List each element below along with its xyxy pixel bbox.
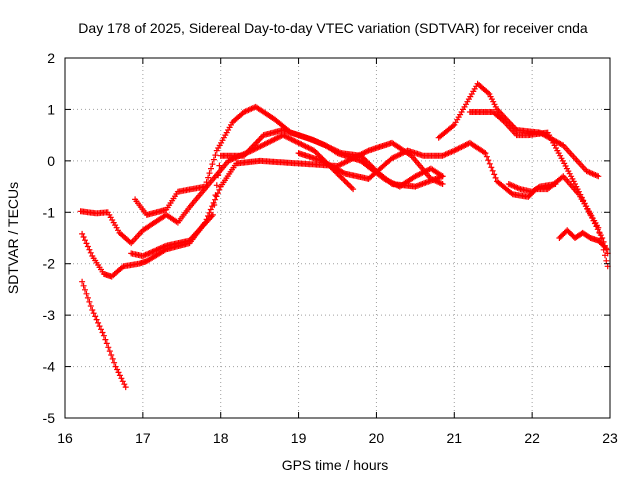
data-marks <box>77 80 611 391</box>
x-tick-label: 22 <box>524 430 540 446</box>
series-track-5 <box>128 127 446 259</box>
grid-lines <box>65 58 610 418</box>
x-tick-label: 20 <box>369 430 385 446</box>
data-point-markers <box>466 109 611 257</box>
data-point-markers <box>79 278 129 391</box>
series-track-8 <box>466 109 611 257</box>
y-tick-label: 1 <box>47 101 55 117</box>
x-tick-label: 23 <box>602 430 618 446</box>
y-tick-label: -5 <box>43 410 56 426</box>
data-point-markers <box>505 181 559 195</box>
data-point-markers <box>295 139 611 270</box>
data-point-markers <box>556 227 610 252</box>
plot-frame <box>64 57 611 419</box>
series-track-7 <box>435 80 602 180</box>
data-point-markers <box>128 127 446 259</box>
y-tick-label: -3 <box>43 307 56 323</box>
y-tick-label: -2 <box>43 256 56 272</box>
axis-ticks: 16 17 18 19 20 21 22 23 -5 -4 -3 -2 -1 0 1 2 <box>43 50 618 446</box>
x-tick-label: 19 <box>291 430 307 446</box>
chart-title: Day 178 of 2025, Sidereal Day-to-day VTE… <box>78 20 588 36</box>
series-track-1 <box>79 278 129 391</box>
x-tick-label: 21 <box>446 430 462 446</box>
y-tick-label: -4 <box>43 359 56 375</box>
series-track-6 <box>295 139 611 270</box>
series-track-9 <box>505 181 559 195</box>
y-tick-label: -1 <box>43 204 56 220</box>
y-tick-label: 0 <box>47 153 55 169</box>
x-tick-label: 16 <box>57 430 73 446</box>
data-point-markers <box>435 80 602 180</box>
x-tick-label: 17 <box>135 430 151 446</box>
y-axis-label: SDTVAR / TECUs <box>5 182 21 294</box>
x-axis-label: GPS time / hours <box>282 457 389 473</box>
x-tick-label: 18 <box>213 430 229 446</box>
y-tick-label: 2 <box>47 50 55 66</box>
series-track-10 <box>556 227 610 252</box>
